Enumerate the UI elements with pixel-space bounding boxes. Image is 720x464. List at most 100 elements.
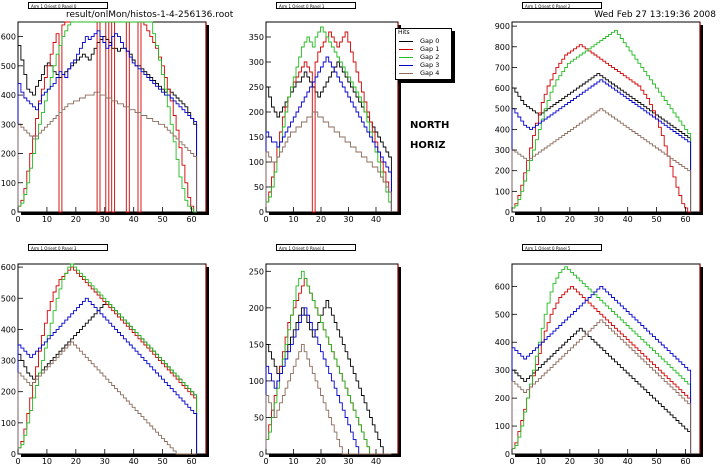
histogram-series-0-gap2 xyxy=(17,21,197,213)
y-tick-label-5-1: 100 xyxy=(495,422,510,431)
legend-entry-gap3: Gap 3 xyxy=(396,61,451,69)
x-tick-label-2-6: 60 xyxy=(680,215,690,224)
y-tick-label-1-1: 50 xyxy=(254,183,264,192)
legend-label-gap1: Gap 1 xyxy=(420,45,440,53)
y-tick-label-3-2: 200 xyxy=(1,388,16,397)
y-tick-label-4-2: 100 xyxy=(249,377,264,386)
y-tick-label-1-7: 350 xyxy=(249,33,264,42)
legend-label-gap3: Gap 3 xyxy=(420,61,440,69)
x-tick-label-1-1: 10 xyxy=(288,215,298,224)
x-tick-label-0-0: 0 xyxy=(15,215,20,224)
histogram-series-3-gap4 xyxy=(17,341,197,455)
y-tick-label-4-5: 250 xyxy=(249,267,264,276)
y-tick-label-4-3: 150 xyxy=(249,340,264,349)
histogram-series-4-gap2 xyxy=(265,270,392,455)
legend-entry-gap4: Gap 4 xyxy=(396,69,451,77)
x-tick-label-5-0: 0 xyxy=(509,457,514,464)
x-tick-label-5-3: 30 xyxy=(594,457,604,464)
y-tick-label-5-3: 300 xyxy=(495,366,510,375)
x-tick-label-0-2: 20 xyxy=(71,215,81,224)
histogram-series-3-gap3 xyxy=(17,297,198,454)
y-tick-label-3-5: 500 xyxy=(1,294,16,303)
y-tick-label-0-2: 200 xyxy=(1,150,16,159)
histogram-series-1-gap2 xyxy=(265,26,392,212)
legend-swatch-gap4 xyxy=(399,73,413,74)
x-tick-label-3-2: 20 xyxy=(71,457,81,464)
x-tick-label-5-5: 50 xyxy=(652,457,662,464)
panel-frame-3 xyxy=(17,263,207,455)
y-tick-label-2-2: 200 xyxy=(495,167,510,176)
histogram-panel-4: 0 10 20 30 40 0 50 100 150 200 250 xyxy=(249,263,401,464)
x-tick-label-4-4: 40 xyxy=(371,457,381,464)
histogram-series-2-gap4 xyxy=(511,108,692,212)
y-tick-label-1-2: 100 xyxy=(249,158,264,167)
y-tick-label-4-0: 0 xyxy=(259,450,264,459)
x-tick-label-0-6: 60 xyxy=(186,215,196,224)
legend-title: Hits xyxy=(398,29,410,36)
y-tick-label-2-7: 700 xyxy=(495,63,510,72)
y-tick-label-0-0: 0 xyxy=(11,208,16,217)
panel-title-3: Arm 1 Orient 0 Panel 3 xyxy=(28,244,108,251)
y-tick-label-5-5: 500 xyxy=(495,310,510,319)
y-tick-label-2-6: 600 xyxy=(495,84,510,93)
y-tick-label-1-4: 200 xyxy=(249,108,264,117)
histogram-series-4-gap4 xyxy=(265,343,392,455)
y-tick-label-2-4: 400 xyxy=(495,125,510,134)
panel-title-0: Arm 1 Orient 0 Panel 0 xyxy=(28,2,108,9)
x-tick-label-5-2: 20 xyxy=(565,457,575,464)
y-tick-label-3-0: 0 xyxy=(11,450,16,459)
y-tick-label-0-4: 400 xyxy=(1,91,16,100)
legend-label-gap4: Gap 4 xyxy=(420,69,440,77)
legend-swatch-gap3 xyxy=(399,65,413,66)
y-tick-label-2-5: 500 xyxy=(495,105,510,114)
y-tick-label-1-5: 250 xyxy=(249,83,264,92)
histogram-series-2-gap1 xyxy=(511,44,691,213)
legend-label-gap2: Gap 2 xyxy=(420,53,440,61)
legend-entry-gap2: Gap 2 xyxy=(396,53,451,61)
x-tick-label-2-0: 0 xyxy=(509,215,514,224)
legend-entry-gap0: Gap 0 xyxy=(396,37,451,45)
x-tick-label-4-1: 10 xyxy=(288,457,298,464)
y-tick-label-4-1: 50 xyxy=(254,413,264,422)
x-tick-label-4-3: 30 xyxy=(343,457,353,464)
legend-swatch-gap0 xyxy=(399,41,413,42)
histogram-panel-2: 0 10 20 30 40 50 60010020030040050060070080090… xyxy=(495,21,703,224)
x-tick-label-5-6: 60 xyxy=(680,457,690,464)
side-label-north: NORTH xyxy=(410,120,450,131)
x-tick-label-1-4: 40 xyxy=(371,215,381,224)
date-stamp: Wed Feb 27 13:19:36 2008 xyxy=(594,10,716,20)
y-tick-label-5-2: 200 xyxy=(495,394,510,403)
y-tick-label-5-4: 400 xyxy=(495,338,510,347)
histogram-series-0-gap3 xyxy=(17,30,198,212)
histogram-series-5-gap2 xyxy=(511,266,692,454)
y-tick-label-3-4: 400 xyxy=(1,325,16,334)
y-tick-label-2-8: 800 xyxy=(495,43,510,52)
y-tick-label-1-3: 150 xyxy=(249,133,264,142)
y-tick-label-0-5: 500 xyxy=(1,62,16,71)
panel-frame-5 xyxy=(511,263,701,455)
y-tick-label-5-0: 0 xyxy=(505,450,510,459)
x-tick-label-2-4: 40 xyxy=(623,215,633,224)
root-file-name: result/onlMon/histos-1-4-256136.root xyxy=(66,10,234,20)
histogram-series-5-gap0 xyxy=(511,327,692,454)
y-tick-label-2-3: 300 xyxy=(495,146,510,155)
x-tick-label-2-3: 30 xyxy=(594,215,604,224)
y-tick-label-1-6: 300 xyxy=(249,58,264,67)
y-tick-label-2-9: 900 xyxy=(495,22,510,31)
histogram-series-2-gap3 xyxy=(511,79,692,212)
x-tick-label-2-2: 20 xyxy=(565,215,575,224)
histogram-series-5-gap3 xyxy=(511,285,692,454)
histogram-panel-1: 0 10 20 30 40 0 50 100 150 200 250 300 350 xyxy=(249,21,401,224)
panel-title-1: Arm 1 Orient 0 Panel 1 xyxy=(276,2,356,9)
x-tick-label-1-2: 20 xyxy=(316,215,326,224)
legend-entry-gap1: Gap 1 xyxy=(396,45,451,53)
x-tick-label-5-1: 10 xyxy=(536,457,546,464)
x-tick-label-2-5: 50 xyxy=(652,215,662,224)
legend-swatch-gap2 xyxy=(399,57,413,58)
y-tick-label-3-6: 600 xyxy=(1,263,16,272)
panel-title-4: Arm 1 Orient 0 Panel 4 xyxy=(276,244,356,251)
x-tick-label-0-1: 10 xyxy=(42,215,52,224)
histogram-series-5-gap1 xyxy=(511,285,692,454)
